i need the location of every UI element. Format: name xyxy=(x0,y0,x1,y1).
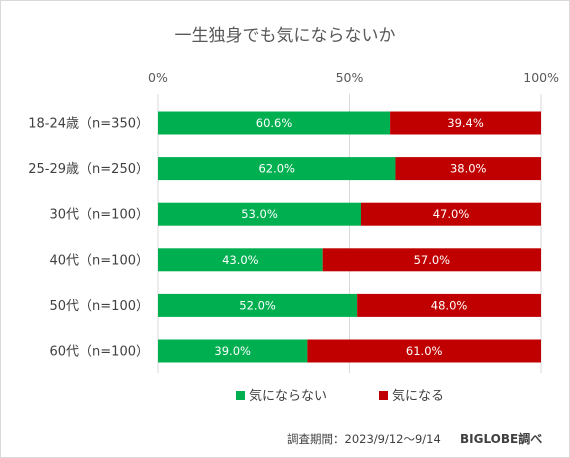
bar-data-label: 60.6% xyxy=(256,116,293,130)
category-label: 60代（n=100） xyxy=(50,345,150,360)
bar xyxy=(360,202,541,226)
bar-data-label: 57.0% xyxy=(414,253,451,267)
bar xyxy=(158,202,361,226)
bar xyxy=(158,293,358,317)
bar-data-label: 62.0% xyxy=(258,162,295,176)
bar-data-label: 61.0% xyxy=(406,344,443,358)
bar xyxy=(158,111,391,135)
x-tick-label: 100% xyxy=(523,70,559,85)
bar-data-label: 43.0% xyxy=(222,253,259,267)
bar-data-label: 53.0% xyxy=(241,207,278,221)
source-credit: BIGLOBE調べ xyxy=(460,431,542,446)
bar xyxy=(390,111,541,135)
survey-period-note: 調査期間：2023/9/12～9/14 xyxy=(287,432,441,446)
bar-data-label: 39.4% xyxy=(447,116,484,130)
bar xyxy=(322,248,541,272)
x-axis-ticks: 0% 50% 100% xyxy=(148,70,559,85)
category-label: 40代（n=100） xyxy=(50,253,150,268)
x-tick-label: 50% xyxy=(336,70,364,85)
category-label: 30代（n=100） xyxy=(50,208,150,223)
bar xyxy=(158,339,308,363)
legend-label: 気になる xyxy=(392,388,444,404)
legend-swatch xyxy=(379,391,388,400)
bar-data-label: 39.0% xyxy=(214,344,251,358)
category-label: 25-29歳（n=250） xyxy=(28,162,149,177)
legend: 気にならない 気になる xyxy=(236,388,444,404)
bar-data-label: 52.0% xyxy=(239,298,276,312)
bar xyxy=(307,339,541,363)
legend-label: 気にならない xyxy=(249,388,327,404)
bar xyxy=(357,293,541,317)
bar-data-label: 38.0% xyxy=(450,162,487,176)
bars: 60.6% 39.4% 62.0% 38.0% 53.0% 47.0% 43.0% 57.0%… xyxy=(158,111,541,363)
bar xyxy=(395,157,541,181)
category-label: 50代（n=100） xyxy=(50,299,150,314)
bar xyxy=(158,157,396,181)
x-tick-label: 0% xyxy=(148,70,168,85)
category-labels: 18-24歳（n=350） 25-29歳（n=250） 30代（n=100） 40代（… xyxy=(28,117,149,360)
chart-title: 一生独身でも気にならないか xyxy=(175,26,396,46)
gridlines xyxy=(157,94,542,373)
bar-data-label: 47.0% xyxy=(433,207,470,221)
legend-swatch xyxy=(236,391,245,400)
category-label: 18-24歳（n=350） xyxy=(28,117,149,132)
bar-data-label: 48.0% xyxy=(431,298,468,312)
bar xyxy=(158,248,323,272)
